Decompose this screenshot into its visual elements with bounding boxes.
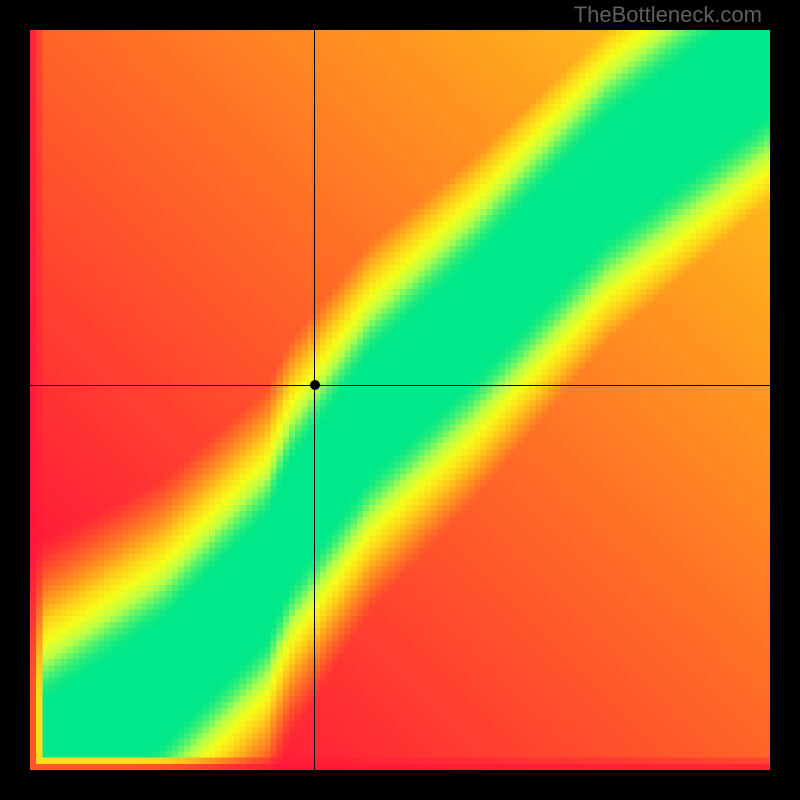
attribution-label: TheBottleneck.com <box>574 2 762 28</box>
heatmap-canvas <box>30 30 770 770</box>
crosshair-vertical <box>314 30 315 770</box>
crosshair-horizontal <box>30 385 770 386</box>
chart-frame: TheBottleneck.com <box>0 0 800 800</box>
